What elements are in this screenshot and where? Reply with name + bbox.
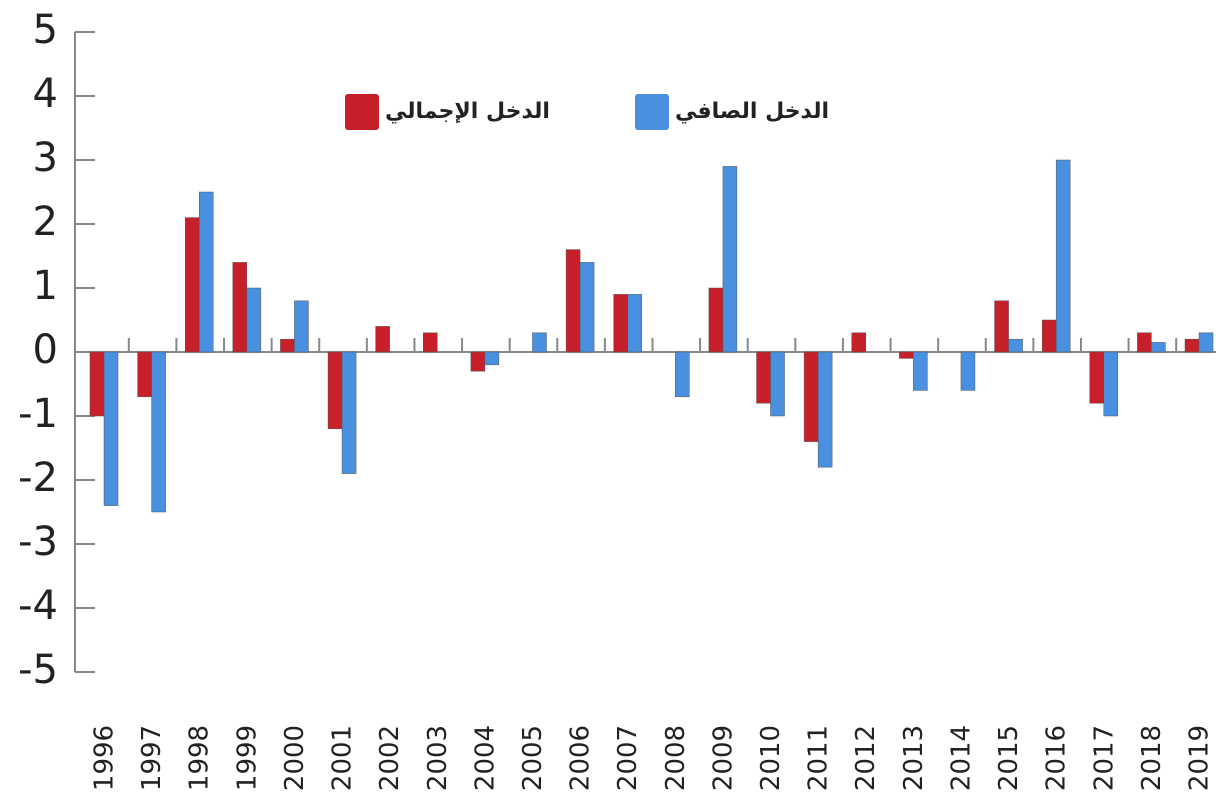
x-tick-label: 2016 <box>1042 725 1072 791</box>
y-tick-label: 3 <box>33 135 58 181</box>
bar <box>913 351 928 391</box>
x-tick-label: 2011 <box>804 725 834 791</box>
x-tick-label: 2000 <box>280 725 310 791</box>
bar <box>294 300 309 353</box>
x-tick-label: 2017 <box>1089 725 1119 791</box>
bar <box>151 351 166 513</box>
y-tick-label: 5 <box>33 7 58 53</box>
bar <box>184 217 200 353</box>
bar <box>341 351 357 474</box>
y-tick-label: -5 <box>18 647 58 693</box>
bar <box>1184 338 1200 353</box>
x-tick-label: 2006 <box>566 725 596 791</box>
bar <box>89 351 105 417</box>
bar <box>137 351 152 398</box>
bar <box>565 249 581 353</box>
x-tick-label: 2019 <box>1185 725 1215 791</box>
y-tick-label: 0 <box>33 327 58 373</box>
x-tick-label: 2004 <box>470 725 500 791</box>
x-tick-label: 1997 <box>137 725 167 791</box>
bar <box>1151 342 1166 353</box>
bar <box>817 351 833 468</box>
bar <box>103 351 119 506</box>
bar <box>198 191 214 353</box>
y-tick-label: 2 <box>33 199 58 245</box>
bar <box>280 338 295 353</box>
bar <box>627 294 642 353</box>
bar <box>246 287 262 353</box>
bar <box>756 351 771 404</box>
bar <box>1198 332 1214 353</box>
bar <box>960 351 976 391</box>
x-tick-label: 2003 <box>423 725 453 791</box>
legend-label: الدخل الإجمالي <box>385 99 550 124</box>
bar <box>994 300 1009 353</box>
bar <box>675 351 690 398</box>
bar <box>722 166 738 353</box>
bar <box>1089 351 1105 404</box>
x-tick-label: 1998 <box>185 725 215 791</box>
y-tick-label: -2 <box>18 455 58 501</box>
bar <box>770 351 785 417</box>
bar <box>1137 332 1152 353</box>
bar <box>532 332 547 353</box>
x-tick-label: 1996 <box>90 725 120 791</box>
x-tick-label: 2002 <box>375 725 405 791</box>
bar <box>375 326 390 353</box>
x-tick-label: 2010 <box>756 725 786 791</box>
bar <box>1055 159 1071 353</box>
legend-swatch <box>345 94 379 130</box>
bar <box>1103 351 1119 417</box>
x-tick-label: 2014 <box>946 725 976 791</box>
bar <box>803 351 819 442</box>
bar <box>1008 338 1023 353</box>
y-tick-label: 1 <box>33 263 58 309</box>
bar <box>851 332 866 353</box>
x-tick-label: 1999 <box>232 725 262 791</box>
x-tick-label: 2009 <box>708 725 738 791</box>
x-tick-label: 2018 <box>1137 725 1167 791</box>
bar <box>1041 319 1057 353</box>
y-tick-label: -1 <box>18 391 58 437</box>
legend-label: الدخل الصافي <box>675 99 829 124</box>
y-tick-label: 4 <box>33 71 58 117</box>
x-tick-label: 2005 <box>518 725 548 791</box>
bar <box>613 294 628 353</box>
legend-swatch <box>635 94 669 130</box>
x-tick-label: 2013 <box>899 725 929 791</box>
bar <box>579 262 595 353</box>
x-tick-label: 2008 <box>661 725 691 791</box>
x-tick-label: 2007 <box>613 725 643 791</box>
bar <box>327 351 343 430</box>
y-tick-label: -3 <box>18 519 58 565</box>
x-tick-label: 2012 <box>851 725 881 791</box>
x-tick-label: 2015 <box>994 725 1024 791</box>
y-tick-label: -4 <box>18 583 58 629</box>
bar <box>470 351 486 372</box>
bar <box>484 351 500 366</box>
bar <box>708 287 724 353</box>
x-tick-label: 2001 <box>328 725 358 791</box>
bar <box>232 262 248 353</box>
bar <box>423 332 438 353</box>
bar <box>899 351 914 359</box>
